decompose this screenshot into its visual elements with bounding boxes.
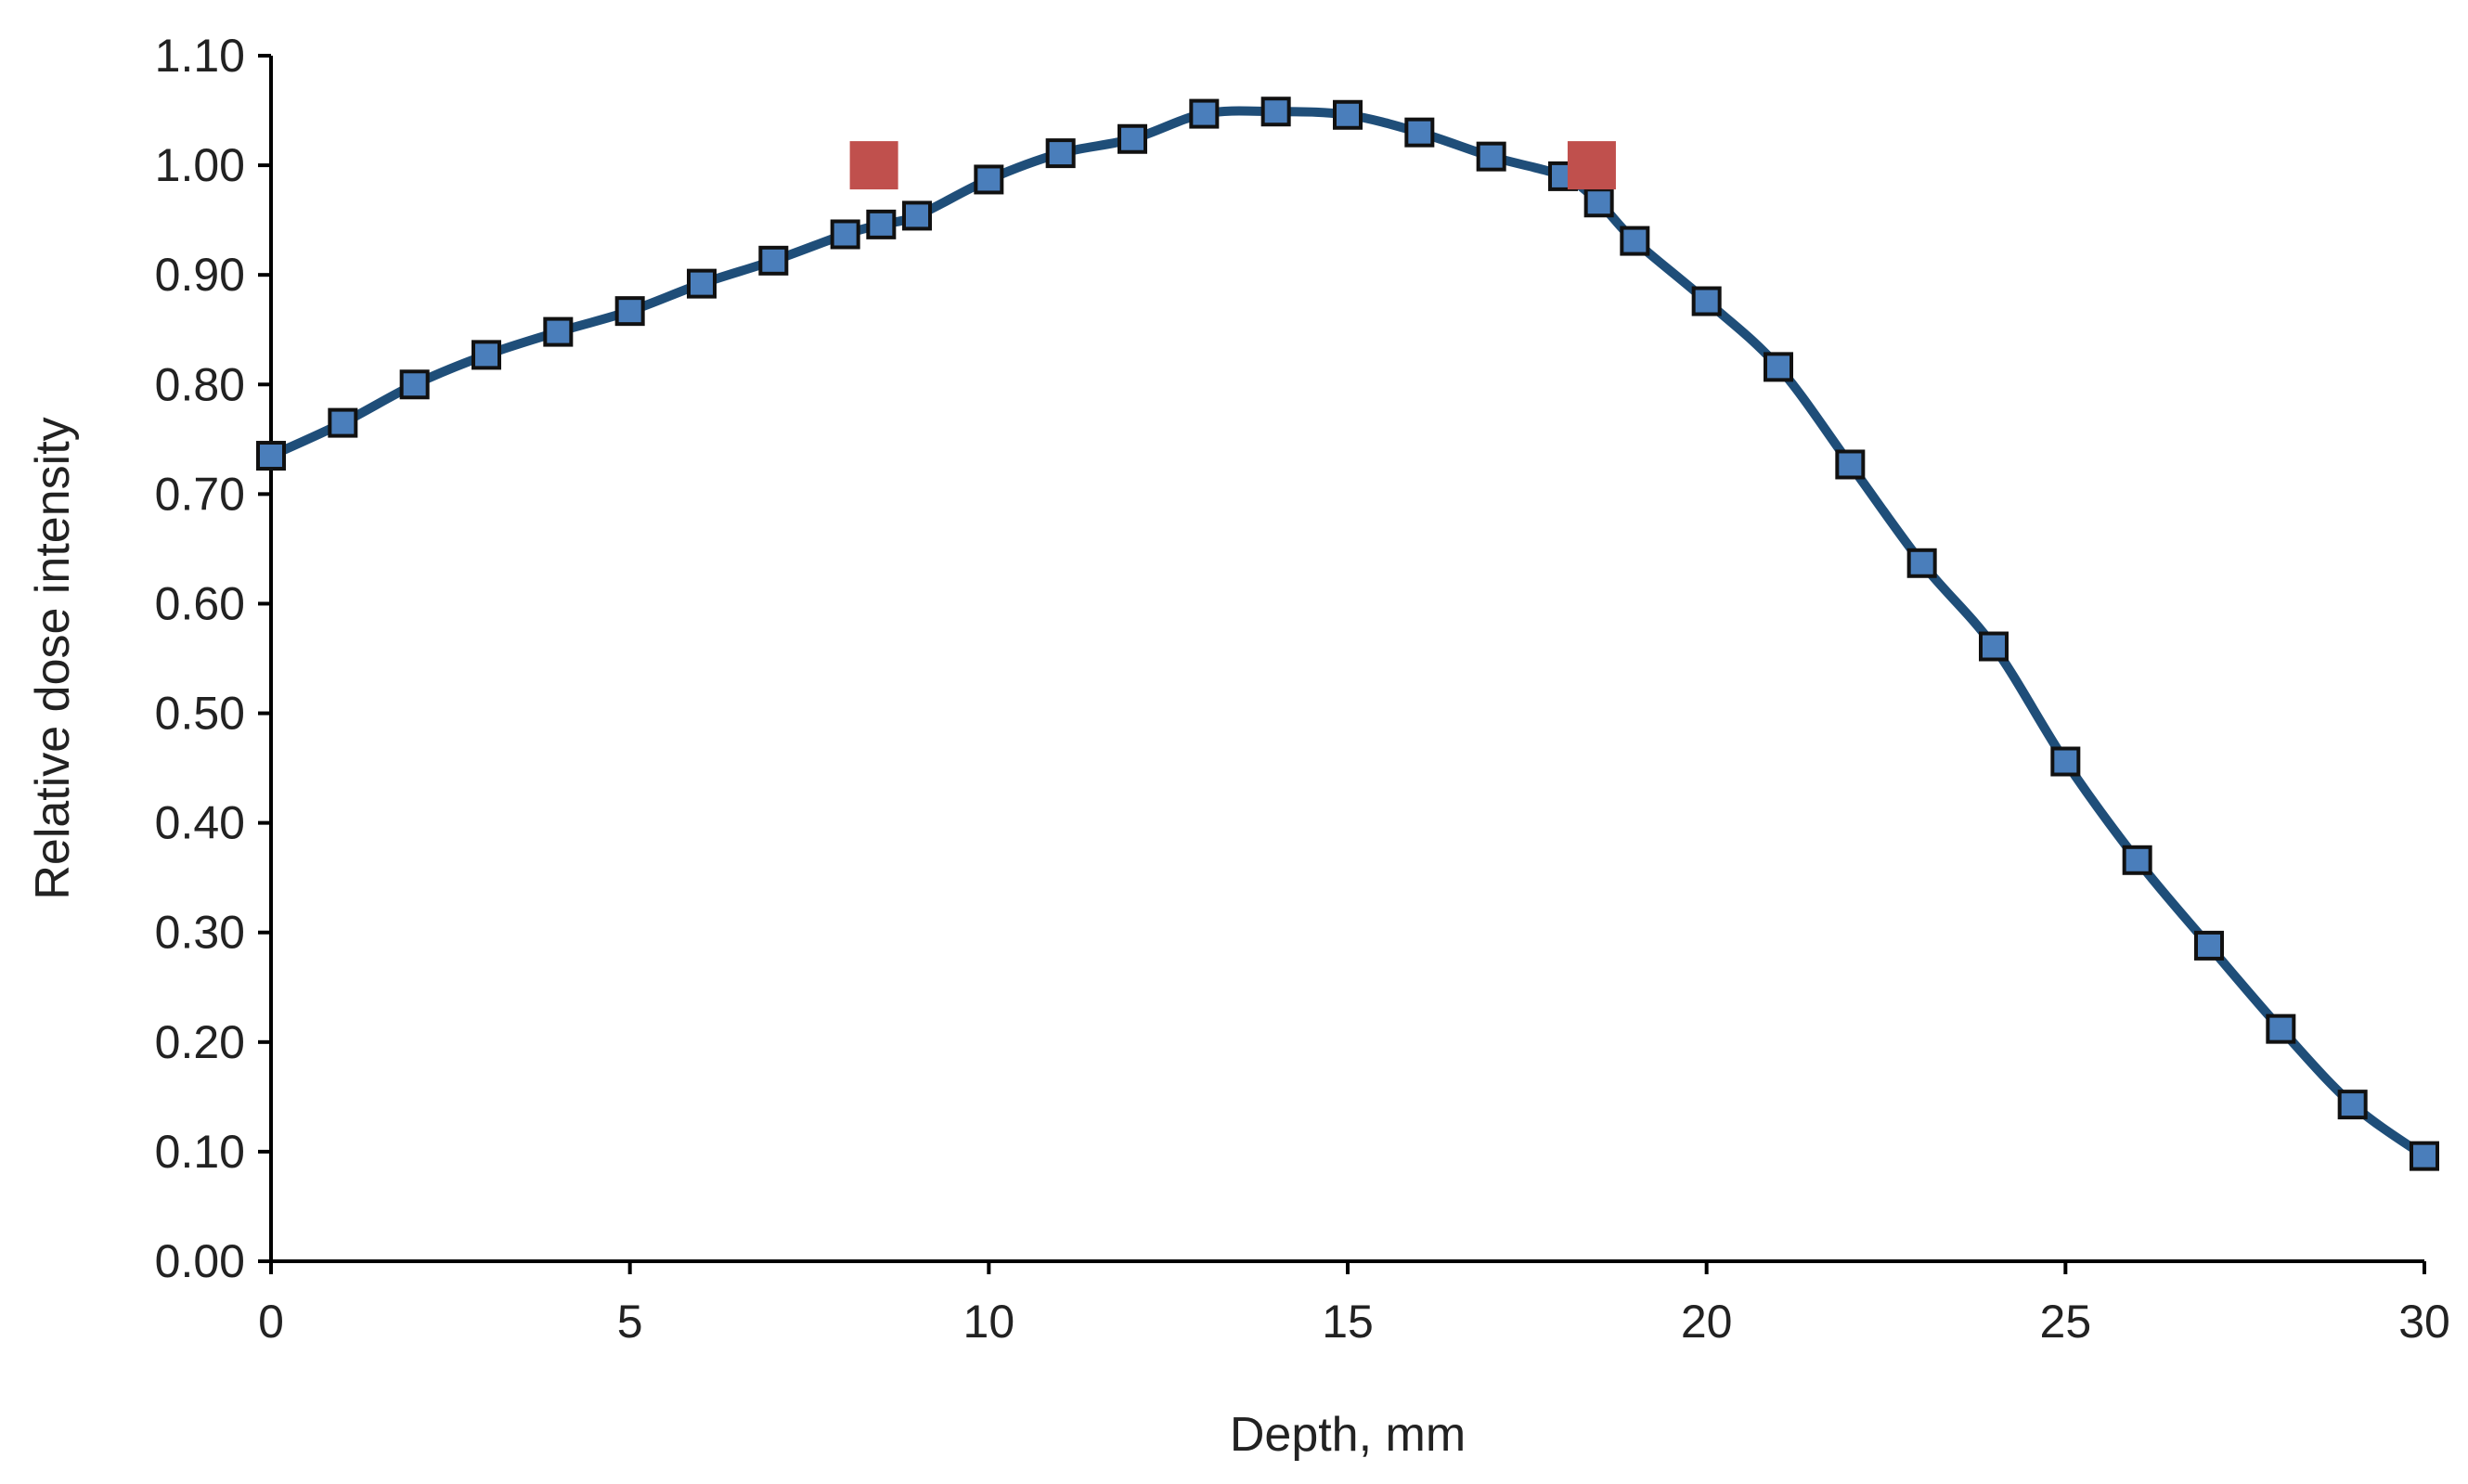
data-point-marker [1906,548,1937,578]
data-point-marker [1118,123,1147,154]
data-point-marker [2410,1141,2439,1171]
data-point-marker [2266,1013,2296,1044]
data-point-marker [1476,141,1506,172]
data-point-marker [256,441,286,471]
data-point-marker [399,369,430,400]
data-point-marker [687,268,717,299]
data-point-marker [1045,138,1076,169]
y-tick-label: 0.50 [155,688,245,740]
data-point-marker [2194,930,2224,961]
x-tick-label: 5 [617,1296,643,1348]
data-point-marker [1189,98,1220,129]
y-tick-label: 0.20 [155,1016,245,1068]
axes: 0.00 0.10 0.20 0.30 0.40 0.50 0.60 0.70 0.80 0.90… [155,30,2450,1348]
data-point-marker [614,296,645,327]
y-tick-label: 0.70 [155,468,245,520]
data-point-marker [1620,226,1650,256]
y-tick-label: 0.10 [155,1126,245,1178]
y-tick-label: 0.30 [155,907,245,959]
x-ticks: 0 5 10 15 20 25 30 [258,1261,2450,1348]
y-tick-label: 0.60 [155,577,245,629]
data-point-marker [1583,187,1614,218]
data-point-marker [902,200,932,231]
data-point-marker [1260,97,1291,127]
y-tick-label: 1.10 [155,30,245,82]
data-point-marker [1835,449,1866,480]
data-point-marker [830,219,860,250]
data-point-marker [328,407,358,438]
data-point-marker [1979,631,2009,662]
x-tick-label: 25 [2040,1296,2092,1348]
data-point-marker [1404,117,1435,148]
y-ticks: 0.00 0.10 0.20 0.30 0.40 0.50 0.60 0.70 0.80 0.90… [155,30,271,1287]
y-tick-label: 1.00 [155,139,245,191]
y-tick-label: 0.90 [155,249,245,301]
x-tick-label: 30 [2398,1296,2450,1348]
data-point-marker [758,245,789,276]
series-1 [849,141,1616,190]
data-point-marker [2050,746,2081,777]
reference-point-marker [1567,141,1616,190]
x-tick-label: 0 [258,1296,284,1348]
data-point-marker [2122,845,2152,875]
data-point-marker [472,340,501,370]
series-0 [256,97,2439,1171]
x-tick-label: 15 [1322,1296,1374,1348]
data-point-marker [974,164,1004,195]
data-point-marker [1333,99,1363,130]
x-axis-title: Depth, mm [1230,1408,1466,1462]
y-tick-label: 0.40 [155,797,245,849]
y-axis-title: Relative dose intensity [26,417,80,899]
series-line [266,106,2429,1161]
y-tick-label: 0.80 [155,358,245,410]
x-tick-label: 20 [1681,1296,1733,1348]
reference-point-marker [849,141,898,190]
x-tick-label: 10 [963,1296,1015,1348]
y-tick-label: 0.00 [155,1235,245,1287]
data-point-marker [1764,352,1793,382]
data-point-marker [1691,286,1722,316]
data-point-marker [543,316,574,347]
data-point-marker [866,209,897,239]
series-layer [256,97,2439,1171]
data-point-marker [2337,1090,2368,1120]
